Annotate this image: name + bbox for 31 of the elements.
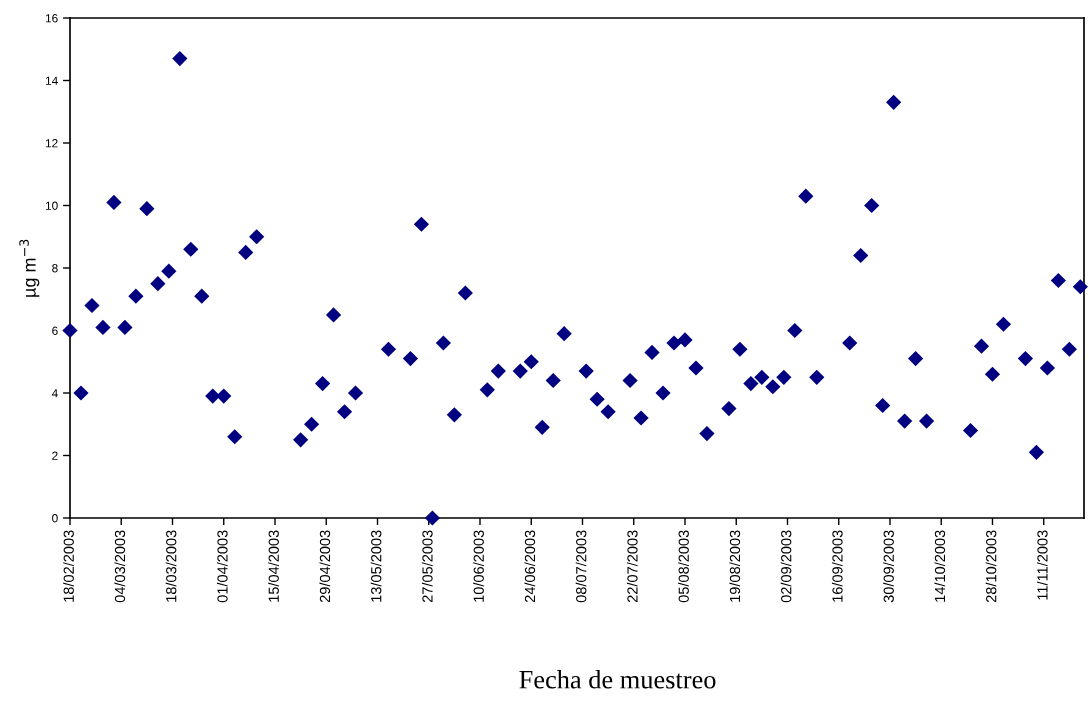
x-tick-label: 24/06/2003	[524, 530, 536, 603]
x-tick-label: 29/04/2003	[319, 530, 331, 603]
y-tick-label: 2	[52, 451, 58, 460]
x-tick-label: 08/07/2003	[575, 530, 587, 603]
x-tick-label: 30/09/2003	[883, 530, 894, 603]
y-tick-label: 10	[45, 201, 58, 210]
x-tick-label: 01/04/2003	[216, 530, 228, 603]
y-tick-label: 0	[52, 514, 58, 523]
y-tick-label: 6	[52, 326, 58, 335]
x-tick-label: 16/09/2003	[831, 530, 843, 602]
x-tick-label: 11/11/2003	[1036, 530, 1048, 600]
x-tick-label: 02/09/2003	[780, 530, 792, 603]
y-tick-label: 12	[45, 139, 58, 148]
y-tick-label: 14	[45, 76, 58, 85]
y-tick-label: 8	[52, 264, 58, 273]
x-tick-label: 22/07/2003	[626, 530, 638, 603]
x-tick-label: 19/08/2003	[729, 530, 741, 602]
y-tick-label: 4	[51, 389, 58, 398]
x-tick-label: 13/05/2003	[370, 530, 382, 602]
x-tick-label: 18/02/2003	[63, 530, 74, 602]
x-tick-label: 10/06/2003	[473, 530, 484, 602]
x-tick-label: 15/04/2003	[268, 530, 279, 602]
y-axis-title: µg m$^{−3}$	[19, 239, 40, 297]
x-tick-label: 05/08/2003	[678, 530, 689, 603]
x-axis-title: Fecha de muestreo	[519, 670, 716, 689]
x-tick-label: 28/10/2003	[985, 530, 997, 603]
x-tick-label: 14/10/2003	[934, 530, 946, 602]
x-tick-label: 27/05/2003	[421, 530, 433, 603]
x-tick-label: 04/03/2003	[114, 530, 126, 603]
x-tick-label: 18/03/2003	[165, 530, 177, 602]
y-tick-label: 16	[45, 14, 58, 23]
